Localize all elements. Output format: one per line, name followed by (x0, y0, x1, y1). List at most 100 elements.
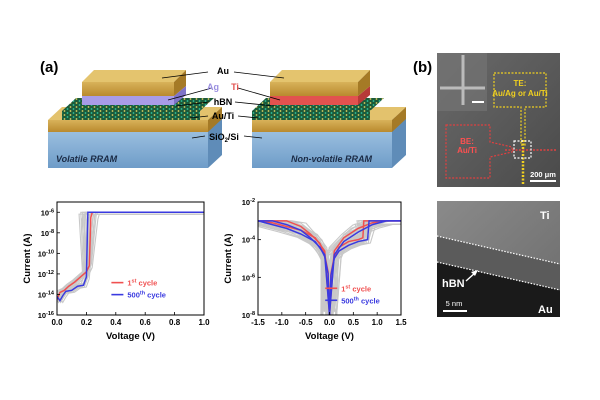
leader-au-left (161, 71, 209, 79)
left-be-front (48, 120, 208, 132)
right-au-front (270, 82, 358, 96)
series-500th-cycle (258, 220, 401, 315)
cycle-trace-3-7 (261, 220, 401, 315)
layer-label-hbn: hBN (214, 97, 233, 107)
tem-scale-label: 5 nm (446, 299, 463, 308)
cycle-traces (57, 211, 204, 304)
left-substrate-side (208, 117, 222, 168)
y-axis-label: Current (A) (22, 233, 33, 283)
volatile-device-schematic: Volatile RRAM (48, 70, 222, 168)
cycle-trace-0-7 (57, 211, 204, 300)
x-tick-label-1: 0.2 (81, 318, 93, 327)
x-tick-label-2: -0.5 (299, 318, 313, 327)
right-au-side (358, 70, 370, 96)
nonvolatile-iv-chart: -1.5 -1.0 -0.5 0.0 0.5 1.0 1.5 10-2 10-4 10-6 10-8… (223, 198, 407, 342)
sem-te-outline (493, 72, 547, 146)
right-substrate-side (392, 117, 406, 168)
y-tick-label-0: 10-6 (41, 208, 54, 217)
right-be-side (392, 107, 406, 132)
right-be-front (252, 120, 392, 132)
x-tick-label-3: 0.0 (324, 318, 336, 327)
cycle-trace-1-9 (59, 213, 204, 304)
leader-sio2-left (191, 135, 206, 139)
leader-ag (167, 87, 213, 101)
y-tick-label-5: 10-16 (38, 311, 54, 320)
tem-au-region (437, 262, 560, 317)
y-tick-label-4: 10-14 (38, 290, 55, 299)
tem-top-interface (436, 235, 561, 265)
leader-sio2-right (243, 135, 263, 139)
legend-label-0: 1st cycle (341, 284, 371, 293)
tem-bottom-interface (436, 261, 561, 291)
y-tick-label-1: 10-8 (41, 229, 54, 238)
left-substrate-front (48, 130, 208, 168)
y-tick-label-3: 10-8 (242, 311, 255, 320)
x-tick-label-0: 0.0 (51, 318, 63, 327)
x-tick-label-0: -1.5 (251, 318, 265, 327)
leader-au-right (233, 71, 285, 79)
x-tick-label-5: 1.0 (372, 318, 384, 327)
layer-label-auti: Au/Ti (212, 111, 234, 121)
right-ti-layer (270, 96, 358, 105)
right-device-label: Non-volatile RRAM (291, 154, 373, 164)
leader-hbn-left (175, 101, 210, 107)
leader-hbn-right (234, 101, 275, 107)
sem-te-label-1: TE: (514, 79, 527, 88)
tem-hbn-region (437, 236, 560, 290)
right-ti-side (358, 86, 370, 105)
x-tick-label-6: 1.5 (395, 318, 407, 327)
sem-be-label-1: BE: (460, 137, 474, 146)
leader-auti-left (189, 115, 209, 119)
x-tick-label-5: 1.0 (198, 318, 210, 327)
sem-junction-box (513, 140, 532, 159)
panel-a-label: (a) (40, 59, 58, 76)
series-500th-cycle (57, 211, 204, 303)
sem-image: TE: Au/Ag or Au/Ti BE: Au/Ti 200 μm (437, 53, 560, 187)
sem-be-outline (445, 124, 513, 179)
layer-label-ag: Ag (207, 82, 219, 92)
cycle-trace-3-6 (259, 223, 401, 315)
layer-labels (161, 71, 285, 139)
layer-label-au: Au (217, 66, 229, 76)
y-tick-label-2: 10-10 (38, 249, 54, 258)
leader-auti-right (237, 115, 259, 119)
legend-label-0: 1st cycle (127, 279, 157, 288)
left-be-side (208, 107, 222, 132)
tem-hbn-arrowhead (471, 270, 478, 276)
layer-label-ti: Ti (231, 82, 239, 92)
tem-au-label: Au (538, 304, 553, 316)
left-hbn-front (62, 111, 200, 120)
tem-ti-label: Ti (540, 210, 550, 222)
left-ag-side (174, 86, 186, 105)
x-tick-label-4: 0.5 (348, 318, 360, 327)
x-tick-label-4: 0.8 (169, 318, 181, 327)
panel-b-label: (b) (413, 59, 432, 76)
layer-label-sio2: SiO2/Si (209, 132, 239, 144)
sem-be-label-2: Au/Ti (457, 146, 477, 155)
legend-label-1: 500th cycle (341, 296, 380, 305)
tem-image: Ti Au hBN 5 nm (436, 201, 561, 317)
x-tick-label-1: -1.0 (275, 318, 289, 327)
x-axis-label: Voltage (V) (106, 331, 155, 342)
nonvolatile-device-schematic: Non-volatile RRAM (252, 70, 406, 168)
y-tick-label-0: 10-2 (242, 198, 255, 207)
plot-frame (56, 201, 205, 316)
sem-scale-label: 200 μm (530, 170, 556, 179)
series-1st-cycle-return (258, 220, 401, 315)
left-au-front (82, 82, 174, 96)
x-tick-label-3: 0.6 (140, 318, 152, 327)
y-tick-label-1: 10-4 (242, 236, 256, 245)
y-tick-label-3: 10-12 (38, 270, 54, 279)
right-au-top (270, 70, 370, 82)
left-device-label: Volatile RRAM (56, 154, 118, 164)
left-au-side (174, 70, 186, 96)
y-tick-label-2: 10-6 (242, 273, 255, 282)
sem-te-label-2: Au/Ag or Au/Ti (492, 89, 548, 98)
tem-hbn-label: hBN (442, 278, 465, 290)
right-hbn-front (252, 111, 370, 120)
leader-ti (237, 87, 281, 101)
left-ag-layer (82, 96, 174, 105)
volatile-iv-chart: 0.0 0.2 0.4 0.6 0.8 1.0 10-6 10-8 10-10 10-12 10-1… (22, 201, 210, 342)
right-substrate-front (252, 130, 392, 168)
